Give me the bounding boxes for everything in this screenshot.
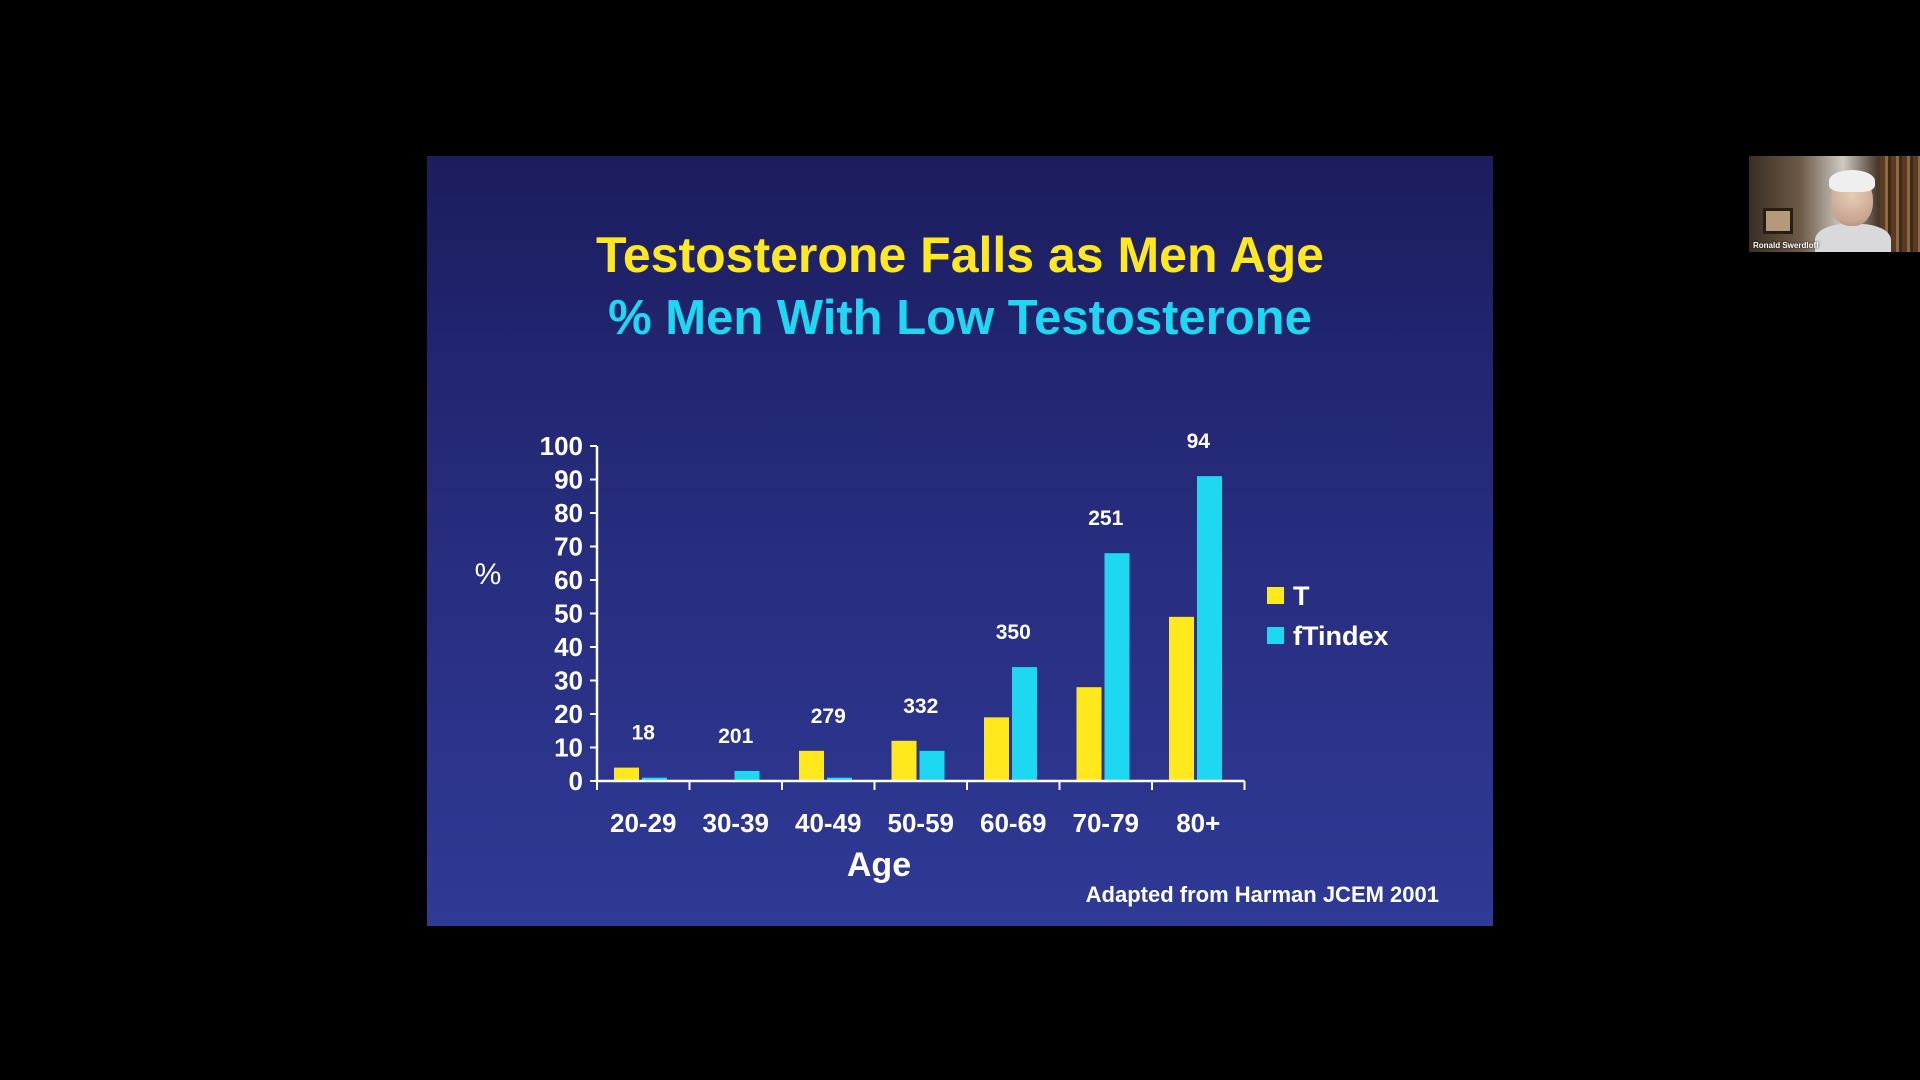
- bar-T-50-59: [891, 740, 917, 781]
- x-tick-label-40-49: 40-49: [795, 808, 862, 838]
- bar-fTindex-20-29: [642, 777, 667, 781]
- bar-T-40-49: [799, 750, 824, 781]
- group-count-label-30-39: 201: [718, 725, 753, 748]
- bar-T-60-69: [984, 717, 1009, 781]
- group-count-label-20-29: 18: [632, 722, 656, 745]
- slide-title: Testosterone Falls as Men Age: [596, 227, 1324, 283]
- bar-fTindex-80+: [1197, 476, 1222, 781]
- bar-fTindex-40-49: [827, 777, 852, 781]
- x-tick-label-20-29: 20-29: [610, 808, 677, 838]
- presentation-slide: Testosterone Falls as Men Age % Men With…: [427, 156, 1493, 926]
- legend-swatch-T: [1267, 587, 1284, 604]
- y-tick-label-0: 0: [569, 766, 583, 796]
- y-tick-label-100: 100: [540, 431, 583, 461]
- x-tick-label-60-69: 60-69: [980, 808, 1047, 838]
- group-count-label-80+: 94: [1187, 430, 1211, 453]
- y-axis-title: %: [475, 558, 502, 591]
- participant-video-tile[interactable]: Ronald Swerdloff: [1749, 156, 1920, 252]
- bar-fTindex-60-69: [1012, 667, 1037, 781]
- x-tick-label-80+: 80+: [1176, 808, 1220, 838]
- source-citation: Adapted from Harman JCEM 2001: [1085, 882, 1439, 907]
- chart-marks: [614, 476, 1222, 781]
- bar-fTindex-50-59: [919, 750, 945, 781]
- group-count-label-40-49: 279: [811, 705, 846, 728]
- x-tick-label-70-79: 70-79: [1073, 808, 1140, 838]
- slide-subtitle: % Men With Low Testosterone: [608, 291, 1312, 345]
- group-count-label-70-79: 251: [1088, 507, 1123, 530]
- legend-label-T: T: [1293, 581, 1310, 611]
- bar-T-80+: [1169, 616, 1194, 781]
- y-tick-label-90: 90: [554, 465, 583, 495]
- chart-axes: [590, 445, 1246, 790]
- legend-swatch-fTindex: [1267, 627, 1284, 644]
- x-tick-label-30-39: 30-39: [703, 808, 770, 838]
- bar-fTindex-30-39: [734, 770, 760, 781]
- x-tick-label-50-59: 50-59: [888, 808, 955, 838]
- y-tick-label-30: 30: [554, 666, 583, 696]
- wall-picture: [1763, 208, 1793, 234]
- bar-fTindex-70-79: [1104, 553, 1130, 781]
- y-tick-label-40: 40: [554, 632, 583, 662]
- group-count-label-50-59: 332: [903, 695, 938, 718]
- y-tick-label-70: 70: [554, 532, 583, 562]
- x-axis-title: Age: [847, 846, 911, 884]
- y-tick-label-60: 60: [554, 565, 583, 595]
- participant-video: [1815, 170, 1891, 252]
- y-tick-label-20: 20: [554, 699, 583, 729]
- y-tick-label-10: 10: [554, 733, 583, 763]
- bar-T-20-29: [614, 767, 639, 781]
- participant-name-label: Ronald Swerdloff: [1753, 241, 1819, 250]
- y-tick-label-80: 80: [554, 498, 583, 528]
- legend-label-fTindex: fTindex: [1293, 621, 1389, 651]
- y-tick-label-50: 50: [554, 599, 583, 629]
- group-count-label-60-69: 350: [996, 621, 1031, 644]
- bar-T-70-79: [1076, 687, 1102, 781]
